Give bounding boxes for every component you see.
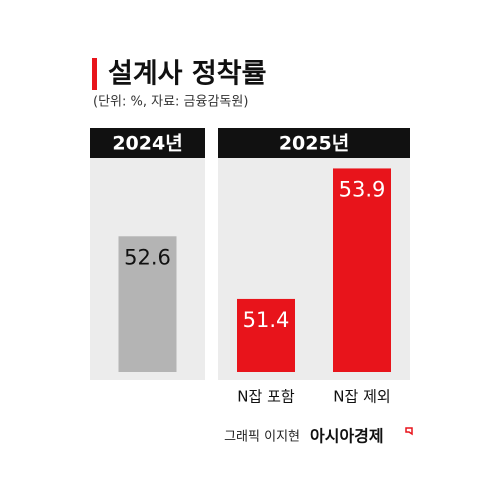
panel-header bbox=[218, 128, 410, 158]
credit: 그래픽 이지현 bbox=[224, 430, 300, 445]
value-label: 52.6 bbox=[124, 245, 171, 269]
value-label: 53.9 bbox=[339, 177, 386, 201]
bar bbox=[118, 236, 177, 372]
group-label: 2025년 bbox=[279, 133, 349, 155]
value-label: 51.4 bbox=[243, 308, 290, 332]
title-marker bbox=[92, 58, 97, 90]
bar bbox=[333, 168, 391, 372]
chart-title: 설계사 정착률 bbox=[108, 59, 266, 90]
x-tick-label: N잡 포함 bbox=[237, 388, 295, 406]
chart-subtitle: (단위: %, 자료: 금융감독원) bbox=[93, 95, 248, 110]
panel-header bbox=[90, 128, 205, 158]
x-tick-label: N잡 제외 bbox=[333, 388, 390, 406]
group-label: 2024년 bbox=[112, 133, 182, 155]
logo: 아시아경제 bbox=[310, 427, 384, 446]
logo-mark bbox=[405, 427, 413, 436]
bar bbox=[237, 298, 295, 372]
